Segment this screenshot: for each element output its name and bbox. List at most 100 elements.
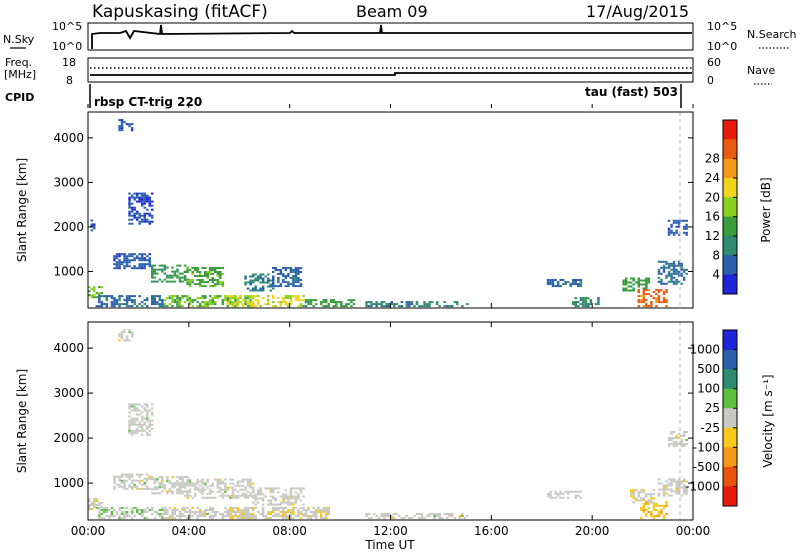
heatmap-cell: [156, 488, 159, 491]
heatmap-cell: [133, 417, 136, 420]
heatmap-cell: [241, 492, 245, 495]
heatmap-cell: [241, 511, 245, 513]
heatmap-cell: [221, 517, 225, 520]
heatmap-cell: [128, 259, 131, 262]
heatmap-cell: [186, 478, 189, 481]
heatmap-cell: [135, 479, 139, 482]
heatmap-cell: [138, 216, 141, 219]
heatmap-cell: [128, 423, 131, 426]
heatmap-cell: [395, 513, 398, 515]
heatmap-cell: [151, 488, 154, 491]
heatmap-cell: [645, 299, 648, 302]
heatmap-cell: [294, 515, 298, 517]
heatmap-cell: [657, 260, 661, 263]
heatmap-cell: [267, 279, 270, 282]
heatmap-cell: [198, 490, 202, 493]
heatmap-cell: [146, 433, 149, 436]
heatmap-cell: [173, 299, 177, 302]
heatmap-cell: [554, 279, 557, 281]
heatmap-cell: [657, 276, 661, 279]
heatmap-cell: [181, 482, 184, 485]
heatmap-cell: [244, 299, 247, 302]
heatmap-cell: [551, 285, 555, 288]
heatmap-cell: [133, 257, 136, 260]
heatmap-cell: [191, 281, 194, 284]
heatmap-cell: [229, 478, 232, 481]
heatmap-cell: [662, 266, 666, 269]
heatmap-cell: [140, 417, 144, 420]
colorbar-tick-label: 24: [705, 171, 720, 185]
heatmap-cell: [130, 331, 134, 334]
heatmap-cell: [241, 509, 245, 511]
heatmap-cell: [370, 517, 373, 520]
heatmap-cell: [241, 513, 245, 515]
x-tick-label: 12:00: [373, 524, 408, 538]
y-tick-label: 1000: [53, 476, 84, 490]
heatmap-cell: [579, 279, 583, 281]
heatmap-cell: [130, 253, 134, 256]
power-frame: [87, 111, 694, 309]
heatmap-cell: [251, 488, 255, 491]
heatmap-cell: [241, 515, 245, 517]
heatmap-cell: [622, 281, 625, 284]
heatmap-cell: [269, 513, 272, 515]
heatmap-cell: [246, 305, 250, 308]
heatmap-cell: [151, 204, 154, 207]
heatmap-cell: [241, 299, 245, 302]
heatmap-cell: [244, 301, 247, 304]
heatmap-cell: [226, 509, 230, 511]
heatmap-cell: [130, 255, 134, 258]
heatmap-cell: [650, 295, 653, 298]
heatmap-cell: [246, 513, 250, 515]
heatmap-cell: [662, 517, 666, 520]
heatmap-cell: [677, 262, 681, 265]
heatmap-cell: [239, 295, 242, 298]
heatmap-cell: [297, 281, 300, 284]
heatmap-cell: [176, 488, 179, 491]
heatmap-cell: [125, 475, 129, 478]
heatmap-cell: [650, 511, 653, 513]
heatmap-cell: [365, 303, 368, 306]
heatmap-cell: [249, 295, 252, 298]
heatmap-cell: [685, 443, 688, 446]
heatmap-cell: [166, 280, 169, 283]
heatmap-cell: [272, 305, 275, 308]
heatmap-cell: [128, 255, 131, 258]
heatmap-cell: [259, 497, 262, 500]
heatmap-cell: [456, 301, 459, 304]
heatmap-cell: [88, 286, 91, 289]
heatmap-cell: [287, 497, 290, 500]
heatmap-cell: [186, 496, 189, 499]
heatmap-cell: [211, 281, 214, 284]
colorbar-tick-label: -100: [693, 440, 720, 454]
heatmap-cell: [299, 499, 303, 502]
heatmap-cell: [110, 297, 114, 300]
heatmap-cell: [219, 480, 222, 483]
heatmap-cell: [140, 263, 144, 266]
heatmap-cell: [221, 285, 225, 288]
heatmap-cell: [682, 480, 686, 483]
heatmap-cell: [284, 303, 288, 306]
heatmap-cell: [456, 303, 459, 306]
heatmap-cell: [214, 303, 217, 306]
heatmap-cell: [251, 496, 255, 499]
heatmap-cell: [135, 403, 139, 406]
heatmap-cell: [133, 407, 136, 410]
heatmap-cell: [642, 506, 646, 509]
heatmap-cell: [128, 477, 131, 480]
heatmap-cell: [143, 198, 146, 201]
heatmap-cell: [294, 497, 298, 500]
heatmap-cell: [209, 496, 212, 499]
heatmap-cell: [236, 305, 240, 308]
heatmap-cell: [226, 299, 230, 302]
heatmap-cell: [156, 480, 159, 483]
heatmap-cell: [423, 305, 426, 308]
heatmap-cell: [153, 488, 156, 491]
heatmap-cell: [388, 305, 391, 308]
heatmap-cell: [120, 261, 124, 264]
heatmap-cell: [660, 280, 663, 283]
heatmap-cell: [282, 495, 285, 498]
heatmap-cell: [569, 490, 572, 493]
heatmap-cell: [133, 423, 136, 426]
heatmap-cell: [140, 509, 144, 511]
